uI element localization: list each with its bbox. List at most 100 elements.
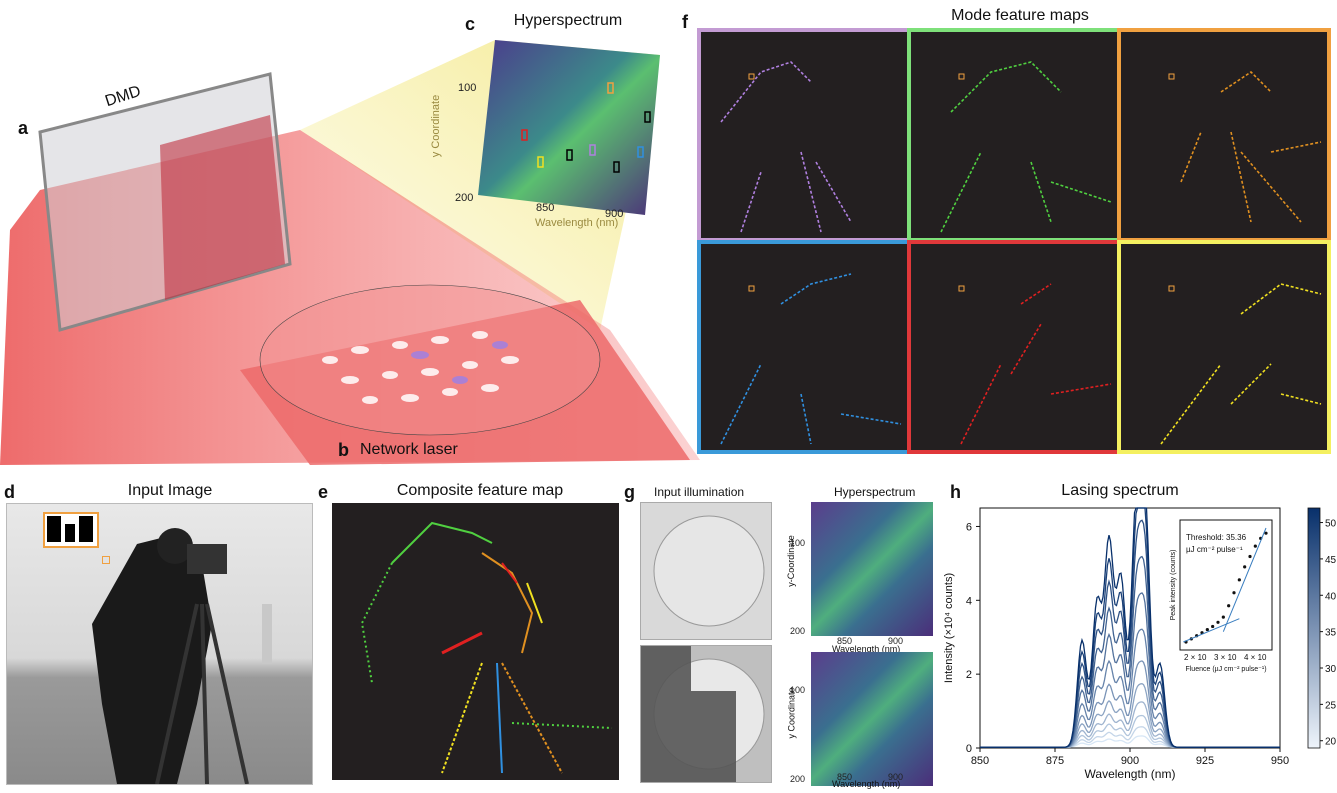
hyperspectrum-top [811, 502, 933, 636]
colorbar-tick-label: 50 [1325, 519, 1337, 530]
mode-feature-trace [1180, 70, 1322, 223]
composite-feature-map [332, 503, 619, 780]
panel-c-xtick: 850 [536, 202, 555, 214]
mode-feature-map [1117, 28, 1331, 242]
pixel-marker [958, 285, 965, 292]
panel-g-col1-title: Input illumination [654, 485, 745, 499]
colorbar-tick-label: 25 [1325, 700, 1337, 711]
mode-feature-trace [720, 273, 902, 445]
lasing-spectrum-chart: 850 875 900 925 950 0 2 4 6 Wavelength (nm) Intens… [943, 507, 1337, 781]
x-tick-label: 900 [1121, 755, 1139, 767]
pixel-marker [1168, 285, 1175, 292]
mode-feature-map [1117, 240, 1331, 454]
inset-point [1227, 604, 1231, 608]
panel-label-b: b [338, 440, 349, 460]
panel-c-title: Hyperspectrum [513, 12, 623, 29]
illumination-patterned [640, 645, 772, 783]
pixel-marker [1168, 73, 1175, 80]
illumination-full [640, 502, 772, 640]
pixel-marker [748, 73, 755, 80]
panel-a-illustration: DMD [0, 40, 700, 465]
colorbar-tick-label: 45 [1325, 555, 1337, 566]
g-bottom-ylabel: y Coordinate [786, 687, 797, 739]
inset-y-label: Peak intensity (counts) [1170, 550, 1177, 621]
mode-feature-map [907, 28, 1121, 242]
g-top-xlabel: Wavelength (nm) [832, 644, 901, 654]
panel-c-ytick: 100 [458, 82, 477, 94]
mode-feature-trace [1160, 283, 1322, 445]
g-bottom-ytick: 200 [790, 774, 806, 784]
inset-annotation: Threshold: 35.36 [1186, 533, 1247, 542]
inset-point [1232, 591, 1236, 595]
g-bottom-xtick: 850 [837, 772, 853, 782]
zoom-marker [102, 556, 110, 564]
g-bottom-ytick: 100 [790, 685, 806, 695]
panel-c-ylabel: y Coordinate [430, 94, 443, 158]
pixel-marker [958, 73, 965, 80]
y-tick-label: 6 [966, 521, 972, 533]
inset-x-tick: 4 × 10 [1244, 653, 1267, 662]
colorbar [1307, 507, 1321, 749]
inset-point [1248, 554, 1252, 559]
mode-feature-map [907, 240, 1121, 454]
mode-feature-trace [720, 61, 852, 233]
panel-e-title: Composite feature map [396, 482, 564, 499]
panel-label-c: c [465, 14, 476, 34]
panel-c-xlabel: Wavelength (nm) [535, 217, 619, 229]
inset-fit-low [1183, 618, 1240, 643]
panel-label-h: h [950, 482, 961, 502]
hyperspectrum-bottom [811, 652, 933, 786]
colorbar-tick-label: 40 [1325, 591, 1337, 602]
spectrum-line [980, 726, 1280, 748]
inset-x-tick: 2 × 10 [1184, 653, 1207, 662]
g-top-xtick: 850 [837, 636, 853, 646]
inset-point [1205, 627, 1209, 632]
inset-annotation-unit: µJ cm⁻² pulse⁻¹ [1186, 545, 1243, 554]
mode-feature-map [697, 240, 911, 454]
inset-point [1243, 565, 1247, 569]
g-top-ytick: 100 [790, 538, 806, 548]
y-tick-label: 0 [966, 743, 972, 755]
inset-point [1253, 544, 1257, 548]
panel-label-g: g [624, 482, 635, 502]
mode-feature-map [697, 28, 911, 242]
panel-c-xtick: 900 [605, 208, 624, 220]
zoom-inset [43, 512, 99, 548]
inset-point [1237, 578, 1241, 582]
chart-title: Lasing spectrum [1061, 482, 1179, 499]
colorbar-tick-label: 30 [1325, 664, 1337, 675]
pixel-marker [748, 285, 755, 292]
panel-label-d: d [4, 482, 15, 502]
panel-label-f: f [682, 12, 688, 32]
inset-point [1216, 620, 1220, 624]
y-tick-label: 4 [966, 595, 972, 607]
mode-feature-trace [940, 61, 1112, 233]
colorbar-tick-label: 20 [1325, 737, 1337, 748]
panel-f-title: Mode feature maps [951, 7, 1089, 24]
panel-g-col2-title: Hyperspectrum [834, 485, 916, 499]
panel-c-ytick: 200 [455, 192, 474, 204]
panel-label-e: e [318, 482, 329, 502]
colorbar-tick-label: 35 [1325, 628, 1337, 639]
input-image [6, 503, 313, 785]
g-top-xtick: 900 [888, 636, 904, 646]
network-laser-label: Network laser [360, 441, 458, 458]
inset-frame [1179, 519, 1273, 651]
inset-x-tick: 3 × 10 [1214, 653, 1237, 662]
g-bottom-xlabel: Wavelength (nm) [832, 779, 901, 789]
x-tick-label: 950 [1271, 755, 1289, 767]
spectrum-line [980, 507, 1280, 748]
inset-point [1264, 531, 1268, 535]
y-tick-label: 2 [966, 669, 972, 681]
x-tick-label: 875 [1046, 755, 1064, 767]
y-axis-label: Intensity (×10⁴ counts) [943, 573, 955, 683]
panel-label-a: a [18, 118, 29, 138]
inset-fit-high [1222, 527, 1267, 632]
x-tick-label: 850 [971, 755, 989, 767]
x-axis-label: Wavelength (nm) [1085, 767, 1176, 781]
g-bottom-xtick: 900 [888, 772, 904, 782]
g-top-ytick: 200 [790, 626, 806, 636]
inset-x-label: Fluence (µJ cm⁻² pulse⁻¹) [1185, 666, 1266, 673]
x-tick-label: 925 [1196, 755, 1214, 767]
mode-feature-trace [960, 283, 1112, 445]
